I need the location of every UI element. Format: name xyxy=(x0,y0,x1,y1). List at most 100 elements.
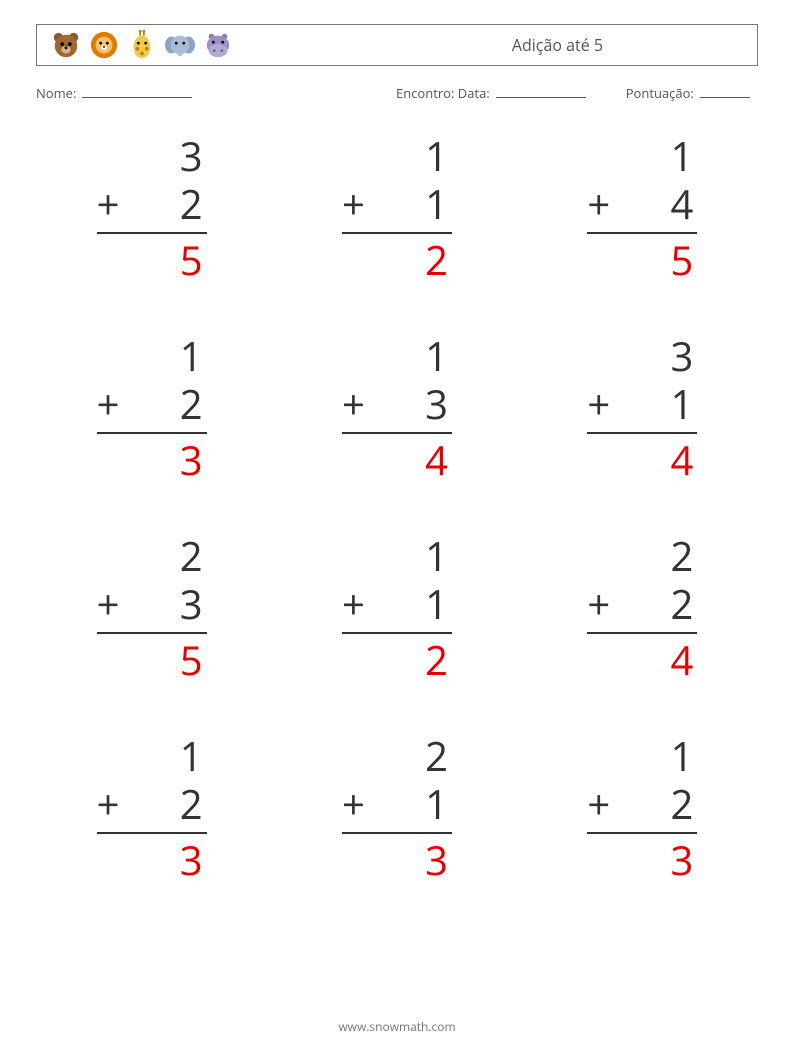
operator: + xyxy=(97,180,120,228)
problem-3: 1+45 xyxy=(587,132,697,284)
operand-row: +2 xyxy=(587,580,697,628)
hippo-icon xyxy=(203,30,233,60)
answer: 5 xyxy=(180,232,203,287)
problem-7: 2+35 xyxy=(97,532,207,684)
header-box: Adição até 5 xyxy=(36,24,758,66)
date-blank[interactable] xyxy=(496,84,586,98)
operand-b: 1 xyxy=(425,580,448,628)
date-field: Encontro: Data: xyxy=(396,84,586,102)
operand-row: +1 xyxy=(342,780,452,828)
problem-11: 2+13 xyxy=(342,732,452,884)
operand-a: 1 xyxy=(97,732,207,780)
problem-8: 1+12 xyxy=(342,532,452,684)
operator: + xyxy=(97,780,120,828)
footer-text: www.snowmath.com xyxy=(0,1018,794,1035)
problem-6: 3+14 xyxy=(587,332,697,484)
worksheet-title: Adição até 5 xyxy=(512,34,743,56)
answer: 2 xyxy=(425,232,448,287)
problems-grid: 3+251+121+451+231+343+142+351+122+241+23… xyxy=(36,132,758,884)
operand-row: +1 xyxy=(587,380,697,428)
operand-a: 1 xyxy=(342,532,452,580)
answer: 4 xyxy=(425,432,448,487)
problem-5: 1+34 xyxy=(342,332,452,484)
operand-b: 4 xyxy=(670,180,693,228)
answer: 5 xyxy=(180,632,203,687)
answer-row: 4 xyxy=(342,432,452,484)
operand-b: 2 xyxy=(180,380,203,428)
operand-b: 2 xyxy=(670,780,693,828)
answer: 3 xyxy=(180,832,203,887)
problem-1: 3+25 xyxy=(97,132,207,284)
operand-a: 2 xyxy=(97,532,207,580)
operator: + xyxy=(97,580,120,628)
operator: + xyxy=(587,580,610,628)
answer-row: 5 xyxy=(587,232,697,284)
answer: 3 xyxy=(180,432,203,487)
operand-row: +2 xyxy=(97,380,207,428)
operand-a: 1 xyxy=(342,332,452,380)
answer-row: 3 xyxy=(97,832,207,884)
operand-a: 3 xyxy=(587,332,697,380)
operator: + xyxy=(97,380,120,428)
animal-icons xyxy=(51,30,233,60)
answer: 3 xyxy=(425,832,448,887)
elephant-icon xyxy=(165,30,195,60)
operator: + xyxy=(587,780,610,828)
answer: 4 xyxy=(670,432,693,487)
operator: + xyxy=(342,180,365,228)
operand-row: +3 xyxy=(97,580,207,628)
worksheet-page: Adição até 5 Nome: Encontro: Data: Pontu… xyxy=(0,0,794,1053)
operand-a: 3 xyxy=(97,132,207,180)
answer-row: 4 xyxy=(587,632,697,684)
operand-row: +3 xyxy=(342,380,452,428)
problem-12: 1+23 xyxy=(587,732,697,884)
operand-a: 2 xyxy=(342,732,452,780)
date-label: Encontro: Data: xyxy=(396,84,490,102)
operand-b: 1 xyxy=(670,380,693,428)
score-field: Pontuação: xyxy=(626,84,750,102)
answer-row: 3 xyxy=(342,832,452,884)
bear-icon xyxy=(51,30,81,60)
answer: 3 xyxy=(670,832,693,887)
problem-2: 1+12 xyxy=(342,132,452,284)
operand-row: +1 xyxy=(342,580,452,628)
answer-row: 2 xyxy=(342,632,452,684)
problem-10: 1+23 xyxy=(97,732,207,884)
operator: + xyxy=(342,780,365,828)
problem-9: 2+24 xyxy=(587,532,697,684)
operand-b: 2 xyxy=(670,580,693,628)
operator: + xyxy=(587,380,610,428)
answer: 5 xyxy=(670,232,693,287)
operand-row: +1 xyxy=(342,180,452,228)
operand-b: 1 xyxy=(425,780,448,828)
answer-row: 5 xyxy=(97,632,207,684)
answer-row: 2 xyxy=(342,232,452,284)
operand-row: +2 xyxy=(587,780,697,828)
operand-b: 3 xyxy=(425,380,448,428)
operand-row: +4 xyxy=(587,180,697,228)
operand-a: 1 xyxy=(587,132,697,180)
operand-a: 2 xyxy=(587,532,697,580)
operand-a: 1 xyxy=(587,732,697,780)
score-blank[interactable] xyxy=(700,84,750,98)
answer-row: 5 xyxy=(97,232,207,284)
operand-row: +2 xyxy=(97,180,207,228)
score-label: Pontuação: xyxy=(626,84,694,102)
meta-row: Nome: Encontro: Data: Pontuação: xyxy=(36,84,758,102)
operator: + xyxy=(342,580,365,628)
giraffe-icon xyxy=(127,30,157,60)
operand-a: 1 xyxy=(97,332,207,380)
operator: + xyxy=(342,380,365,428)
name-label: Nome: xyxy=(36,84,76,102)
answer: 4 xyxy=(670,632,693,687)
operand-a: 1 xyxy=(342,132,452,180)
operand-b: 1 xyxy=(425,180,448,228)
answer-row: 4 xyxy=(587,432,697,484)
operand-b: 3 xyxy=(180,580,203,628)
answer: 2 xyxy=(425,632,448,687)
name-blank[interactable] xyxy=(82,84,192,98)
lion-icon xyxy=(89,30,119,60)
operand-row: +2 xyxy=(97,780,207,828)
answer-row: 3 xyxy=(97,432,207,484)
name-field: Nome: xyxy=(36,84,356,102)
